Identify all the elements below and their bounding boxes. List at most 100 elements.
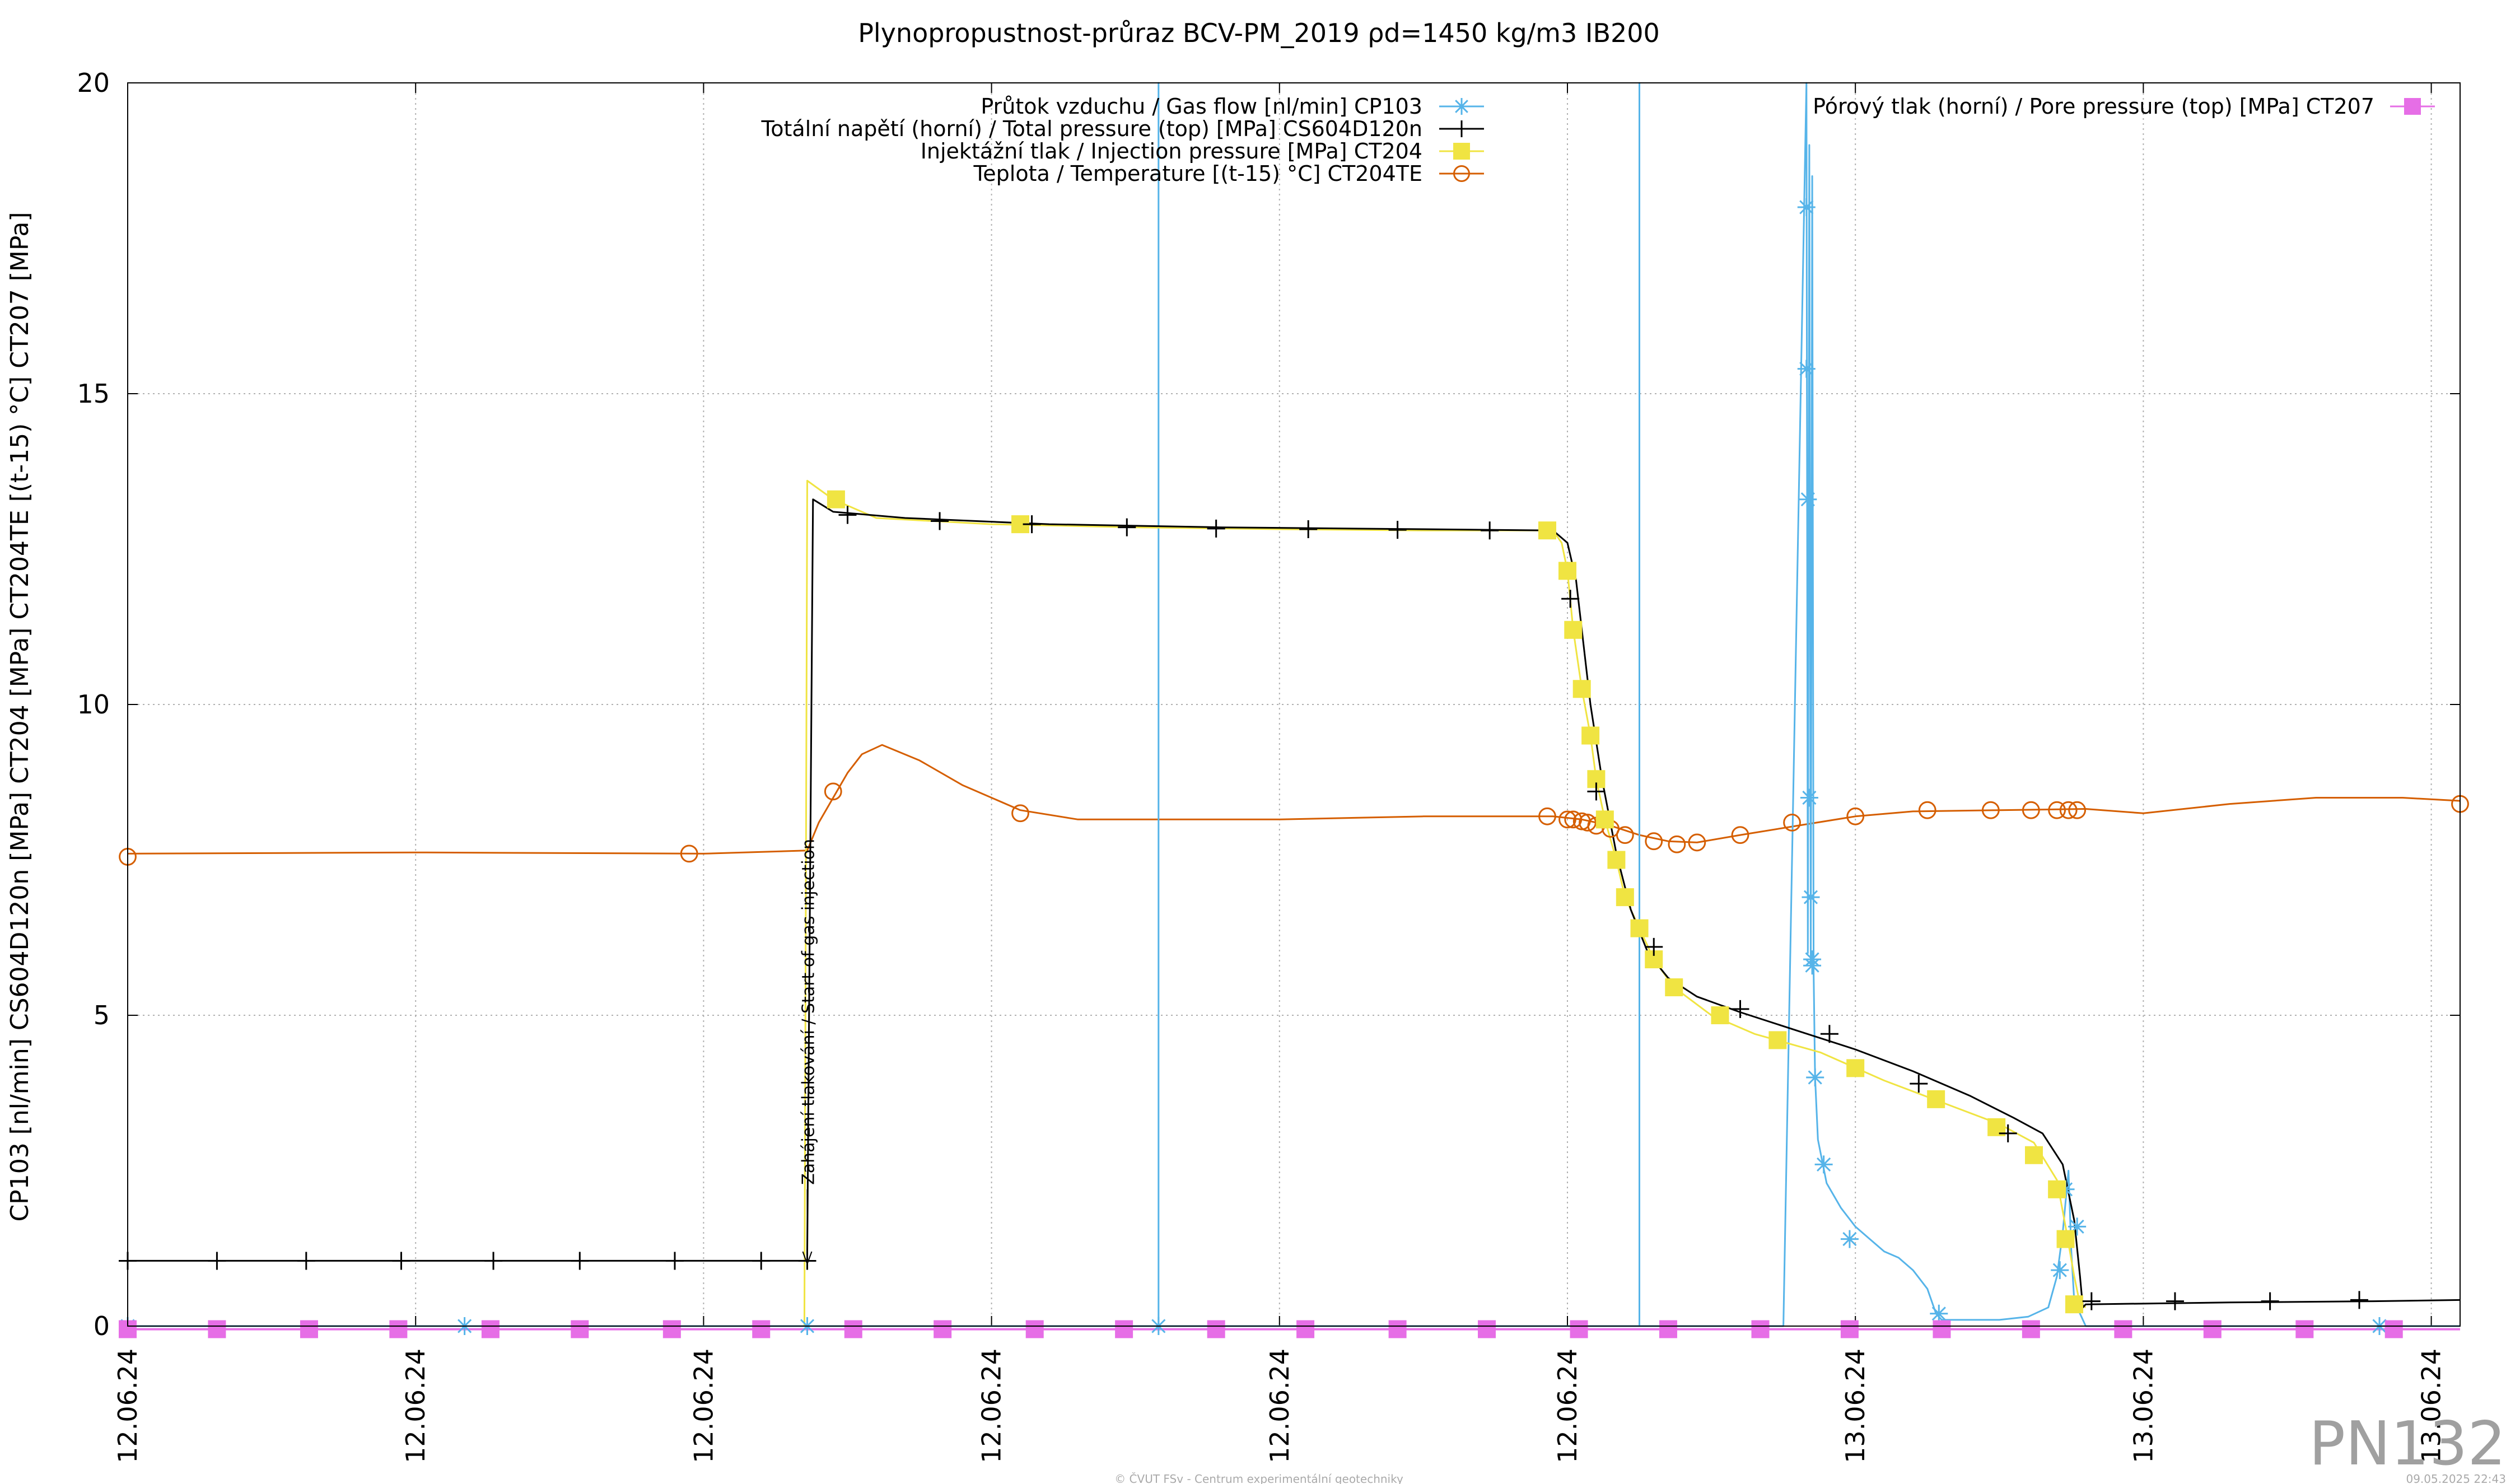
data-point — [1846, 1059, 1865, 1077]
data-point — [2059, 801, 2078, 819]
series-line — [127, 744, 2461, 855]
data-point — [1478, 1320, 1496, 1338]
data-point — [1011, 804, 1029, 823]
data-point — [1299, 520, 1318, 538]
data-point — [931, 512, 949, 530]
data-point — [1933, 1320, 1951, 1338]
series-line — [128, 498, 2461, 1309]
data-point — [1616, 888, 1634, 907]
data-point — [1115, 1320, 1133, 1338]
series-line — [128, 82, 2460, 1327]
data-point — [1846, 807, 1865, 825]
x-tick-label: 12.06.24 — [1264, 1348, 1295, 1463]
data-point — [1581, 726, 1600, 745]
data-point — [1538, 807, 1556, 825]
y-tick-label: 15 — [77, 379, 110, 409]
data-point — [1814, 1155, 1833, 1174]
data-point — [297, 1252, 315, 1270]
x-tick-label: 12.06.24 — [1552, 1348, 1583, 1463]
data-point — [2203, 1320, 2222, 1338]
data-point — [2166, 1292, 2184, 1310]
data-point — [1587, 782, 1606, 801]
grid-lines — [128, 83, 2460, 1326]
x-tick-label: 12.06.24 — [400, 1348, 431, 1463]
data-point — [838, 506, 857, 524]
data-point — [2056, 1230, 2075, 1248]
legend: Průtok vzduchu / Gas flow [nl/min] CP103… — [760, 94, 2435, 186]
data-point — [2261, 1292, 2279, 1310]
data-point — [665, 1252, 684, 1270]
data-point — [1659, 1320, 1677, 1338]
data-point — [1688, 833, 1706, 852]
x-tick-label: 12.06.24 — [113, 1348, 143, 1463]
legend-label: Pórový tlak (horní) / Pore pressure (top… — [1813, 94, 2374, 119]
data-point — [571, 1320, 589, 1338]
data-point — [1731, 1000, 1749, 1018]
data-point — [1668, 835, 1686, 853]
data-point — [2082, 1292, 2101, 1310]
data-point — [481, 1320, 500, 1338]
axis-ticks: 0 5 10 15 20 12.06.24 12.06.24 12.06.24 12.06.24… — [77, 68, 2460, 1463]
legend-marker — [2404, 98, 2421, 115]
legend-label: Teplota / Temperature [(t-15) °C] CT204T… — [973, 161, 1422, 186]
chart-title: Plynopropustnost-průraz BCV-PM_2019 ρd=1… — [858, 18, 1660, 48]
data-point — [1558, 562, 1576, 580]
data-point — [2024, 1146, 2043, 1164]
data-point — [1797, 198, 1816, 216]
data-point — [1025, 1320, 1044, 1338]
data-point — [2022, 1320, 2040, 1338]
data-point — [680, 844, 698, 863]
data-point — [2114, 1320, 2132, 1338]
data-point — [1802, 888, 1820, 907]
data-point — [1579, 814, 1597, 832]
data-point — [1820, 1025, 1838, 1043]
data-point — [1840, 1230, 1859, 1248]
data-point — [1800, 788, 1818, 807]
data-point — [2065, 1295, 2083, 1314]
series-line — [803, 479, 2087, 1327]
x-tick-label: 13.06.24 — [1840, 1348, 1870, 1463]
data-point — [1023, 515, 1041, 534]
data-point — [1751, 1320, 1770, 1338]
data-point — [1570, 1320, 1588, 1338]
annotation-label: Zahájení tlakování / Start of gas inject… — [799, 839, 819, 1185]
data-point — [1910, 1075, 1928, 1093]
data-point — [2048, 1180, 2066, 1198]
x-tick-label: 13.06.24 — [2416, 1348, 2447, 1463]
series-layer — [127, 82, 2461, 1331]
legend-marker — [1453, 165, 1470, 182]
data-point — [1630, 919, 1649, 937]
data-point — [571, 1252, 589, 1270]
data-point — [1645, 937, 1663, 956]
data-point — [208, 1320, 226, 1338]
data-point — [1564, 620, 1583, 639]
legend-label: Průtok vzduchu / Gas flow [nl/min] CP103 — [981, 94, 1422, 119]
data-point — [824, 782, 842, 801]
data-point — [1645, 832, 1663, 851]
data-point — [1806, 1068, 1824, 1086]
data-point — [2051, 1261, 2069, 1280]
data-point — [392, 1252, 410, 1270]
data-point — [1572, 680, 1591, 698]
data-point — [752, 1320, 771, 1338]
data-point — [2068, 1217, 2087, 1236]
data-point — [844, 1320, 862, 1338]
data-point — [2384, 1320, 2403, 1338]
x-tick-label: 12.06.24 — [688, 1348, 718, 1463]
data-point — [1607, 851, 1626, 869]
x-tick-label: 13.06.24 — [2128, 1348, 2158, 1463]
data-point — [1388, 521, 1407, 539]
legend-marker — [1453, 120, 1470, 137]
marker-layer — [119, 198, 2469, 1338]
data-point — [1595, 810, 1614, 829]
data-point — [1388, 1320, 1407, 1338]
y-tick-label: 10 — [77, 689, 110, 720]
data-point — [1783, 814, 1801, 832]
data-point — [484, 1252, 503, 1270]
data-point — [1918, 801, 1936, 819]
x-tick-label: 12.06.24 — [977, 1348, 1007, 1463]
data-point — [1616, 826, 1634, 844]
data-point — [2295, 1320, 2314, 1338]
data-point — [1207, 1320, 1225, 1338]
annotation: Zahájení tlakování / Start of gas inject… — [799, 839, 819, 1266]
